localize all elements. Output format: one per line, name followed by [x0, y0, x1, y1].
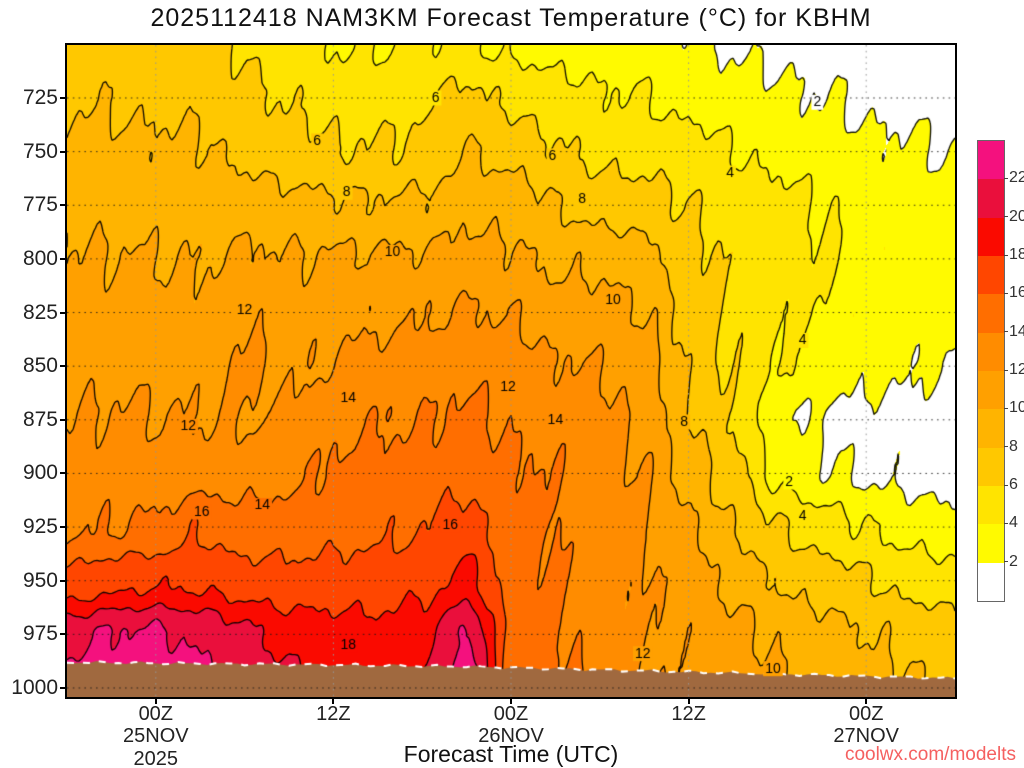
pressure-tick-label-850: 850: [22, 354, 58, 378]
x-axis-title: Forecast Time (UTC): [403, 741, 619, 767]
colorbar-segment-7: [978, 409, 1004, 448]
colorbar-segment-0: [978, 141, 1004, 180]
pressure-tick-label-950: 950: [22, 568, 58, 592]
time-tick-label-0: 00Z 25NOV 2025: [123, 703, 189, 768]
colorbar-tick-4: [1004, 522, 1008, 524]
pressure-tick-mark-750: [60, 150, 65, 153]
colorbar-label-2: 2: [1009, 552, 1018, 570]
colorbar-label-20: 20: [1009, 207, 1024, 225]
pressure-tick-mark-950: [60, 579, 65, 582]
colorbar-segment-6: [978, 370, 1004, 410]
pressure-tick-mark-900: [60, 472, 65, 475]
colorbar-label-4: 4: [1009, 514, 1018, 532]
colorbar-segment-4: [978, 294, 1004, 333]
colorbar-tick-12: [1004, 369, 1008, 371]
pressure-tick-label-925: 925: [22, 515, 58, 539]
pressure-tick-label-725: 725: [22, 85, 58, 109]
colorbar-tick-2: [1004, 561, 1008, 563]
colorbar-tick-20: [1004, 216, 1008, 218]
colorbar-tick-6: [1004, 484, 1008, 486]
colorbar-label-18: 18: [1009, 246, 1024, 263]
time-tick-mark-4: [865, 699, 868, 704]
pressure-tick-mark-975: [60, 633, 65, 636]
colorbar-label-8: 8: [1009, 437, 1018, 455]
colorbar-label-14: 14: [1009, 322, 1024, 340]
pressure-tick-mark-775: [60, 204, 65, 207]
pressure-tick-label-775: 775: [22, 193, 58, 217]
colorbar-segment-9: [978, 485, 1004, 525]
colorbar-tick-10: [1004, 407, 1008, 409]
time-tick-mark-2: [510, 699, 512, 704]
pressure-tick-label-800: 800: [22, 246, 58, 270]
pressure-tick-mark-925: [60, 526, 65, 529]
chart-title: 2025112418 NAM3KM Forecast Temperature (…: [150, 4, 872, 32]
colorbar-segment-2: [978, 217, 1004, 256]
time-tick-mark-3: [687, 699, 690, 704]
colorbar-tick-8: [1004, 446, 1008, 448]
time-tick-label-1: 12Z: [316, 703, 351, 725]
colorbar-label-6: 6: [1009, 476, 1018, 493]
time-tick-mark-0: [154, 699, 157, 704]
colorbar-segment-1: [978, 179, 1004, 218]
pressure-tick-mark-800: [60, 257, 65, 260]
pressure-tick-mark-825: [60, 311, 65, 314]
colorbar-label-16: 16: [1009, 284, 1024, 302]
watermark-link[interactable]: coolwx.com/modelts: [844, 744, 1016, 765]
pressure-tick-label-1000: 1000: [11, 675, 58, 699]
colorbar-segment-10: [978, 524, 1004, 563]
colorbar-segment-3: [978, 255, 1004, 295]
colorbar-label-22: 22: [1009, 169, 1024, 187]
time-tick-label-4: 00Z 27NOV: [833, 703, 899, 748]
colorbar-tick-16: [1004, 292, 1008, 294]
pressure-tick-mark-875: [60, 418, 65, 421]
temperature-cross-section-canvas: [67, 45, 955, 697]
time-tick-mark-1: [332, 699, 335, 704]
colorbar-tick-22: [1004, 177, 1008, 179]
pressure-tick-label-825: 825: [22, 300, 58, 324]
colorbar-label-12: 12: [1009, 361, 1024, 378]
colorbar-label-10: 10: [1009, 399, 1024, 417]
pressure-tick-mark-725: [60, 96, 65, 99]
pressure-tick-mark-850: [60, 365, 65, 368]
colorbar-tick-18: [1004, 254, 1008, 256]
pressure-tick-label-975: 975: [22, 622, 58, 646]
time-tick-label-2: 00Z 26NOV: [478, 703, 544, 748]
pressure-tick-label-900: 900: [22, 461, 58, 485]
colorbar-segment-5: [978, 332, 1004, 371]
time-tick-label-3: 12Z: [671, 703, 706, 725]
pressure-tick-mark-1000: [60, 686, 65, 689]
temperature-colorbar: [977, 140, 1005, 602]
pressure-tick-label-875: 875: [22, 407, 58, 431]
colorbar-tick-14: [1004, 331, 1008, 333]
colorbar-segment-8: [978, 447, 1004, 486]
pressure-tick-label-750: 750: [22, 139, 58, 163]
colorbar-segment-11: [978, 562, 1004, 601]
